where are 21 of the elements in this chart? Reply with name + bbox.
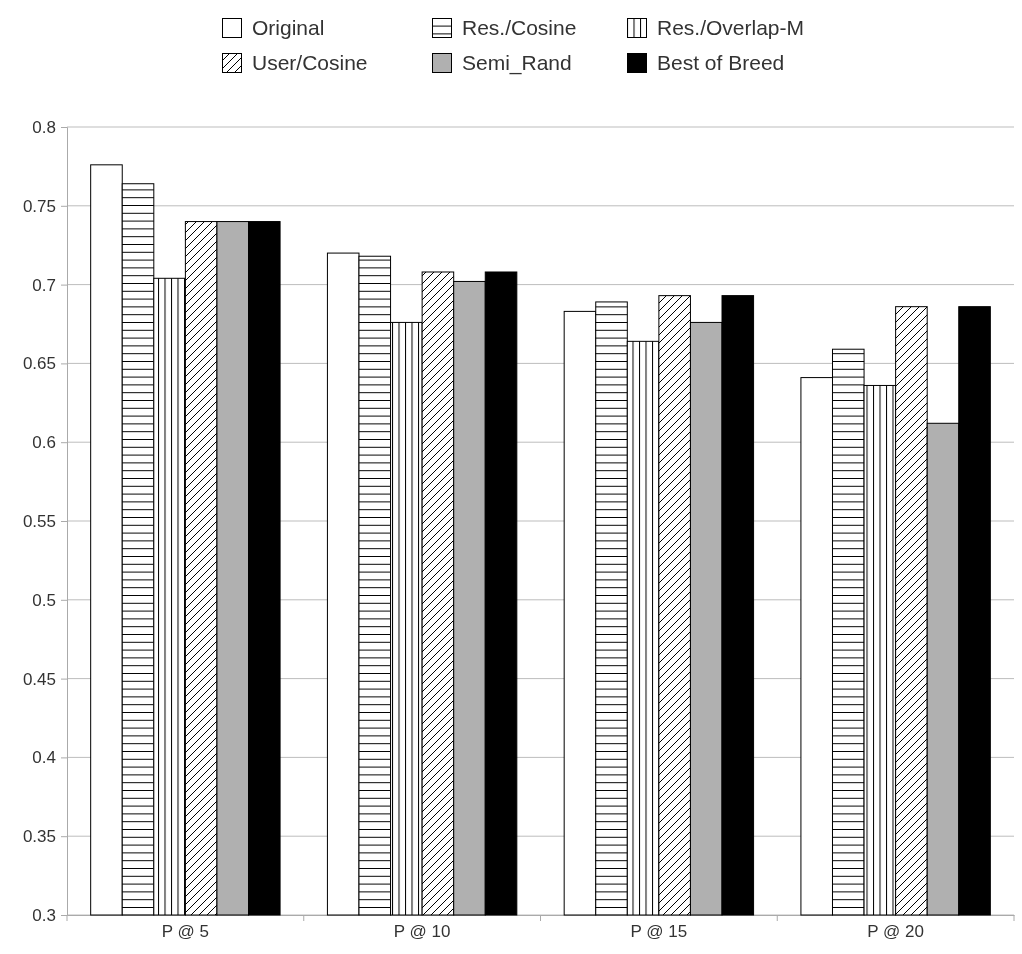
y-tick-label: 0.55 (22, 511, 56, 531)
y-tick-label: 0.4 (32, 748, 56, 768)
y-tick-label: 0.3 (32, 905, 56, 925)
y-tick-label: 0.5 (32, 590, 56, 610)
x-tick-label: P @ 10 (393, 921, 451, 941)
y-tick-label: 0.8 (32, 117, 56, 137)
x-tick-label: P @ 15 (630, 921, 688, 941)
legend-label: User/Cosine (252, 51, 368, 74)
y-tick-label: 0.35 (22, 827, 56, 847)
legend-label: Res./Cosine (462, 16, 577, 39)
x-tick-label: P @ 5 (161, 921, 209, 941)
legend-label: Res./Overlap-M (657, 16, 805, 39)
y-tick-label: 0.65 (22, 354, 56, 374)
y-tick-label: 0.6 (32, 433, 56, 453)
y-tick-label: 0.75 (22, 196, 56, 216)
y-tick-label: 0.7 (32, 275, 56, 295)
legend-label: Best of Breed (657, 51, 785, 74)
legend-label: Original (252, 16, 325, 39)
y-tick-label: 0.45 (22, 669, 56, 689)
legend-label: Semi_Rand (462, 51, 572, 75)
x-tick-label: P @ 20 (867, 921, 924, 941)
